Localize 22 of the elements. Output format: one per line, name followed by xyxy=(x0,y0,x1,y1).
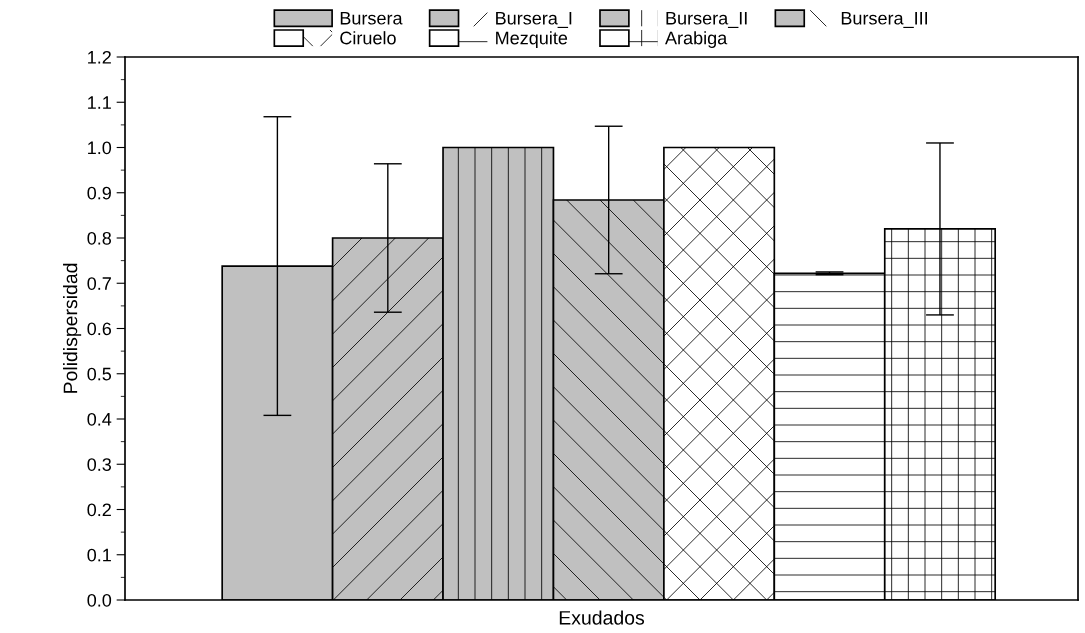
legend-label: Arabiga xyxy=(665,31,728,48)
legend-label: Mezquite xyxy=(496,31,568,48)
y-tick-label: 0.4 xyxy=(87,412,112,426)
y-tick-label: 0.6 xyxy=(87,322,112,336)
y-tick-label: 1.2 xyxy=(88,50,111,64)
y-tick-label: 1.1 xyxy=(88,96,111,109)
y-tick-label: 0.7 xyxy=(87,277,111,290)
y-tick-label: 1.0 xyxy=(88,141,112,155)
y-axis-title: Polidispersidad xyxy=(63,263,82,393)
legend-label: Ciruelo xyxy=(340,31,396,45)
legend-label: Bursera_I xyxy=(496,11,572,28)
x-axis-title: Exudados xyxy=(559,610,645,625)
legend-label: Bursera_II xyxy=(666,11,747,28)
legend-label: Bursera_III xyxy=(841,11,928,28)
y-tick-label: 0.0 xyxy=(87,593,112,607)
y-tick-label: 0.5 xyxy=(87,367,112,381)
y-tick-label: 0.3 xyxy=(87,458,112,471)
y-tick-label: 0.8 xyxy=(87,231,112,245)
legend-label: Bursera xyxy=(340,11,403,25)
y-tick-label: 0.1 xyxy=(87,548,111,562)
y-tick-label: 0.9 xyxy=(87,186,111,200)
y-tick-label: 0.2 xyxy=(87,503,111,517)
